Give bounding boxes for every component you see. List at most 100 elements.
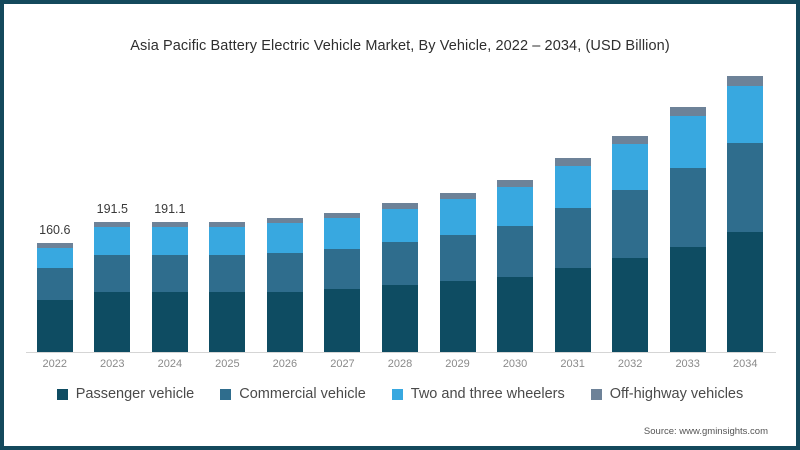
stacked-bar[interactable]	[727, 76, 764, 352]
x-tick-2031: 2031	[560, 358, 585, 370]
source-note: Source: www.gminsights.com	[643, 426, 768, 437]
bar-segment-two-and-three-wheelers[interactable]	[36, 248, 73, 269]
stacked-bar[interactable]	[612, 135, 649, 352]
bar-segment-two-and-three-wheelers[interactable]	[439, 199, 476, 236]
x-tick-2025: 2025	[215, 358, 240, 370]
bar-segment-two-and-three-wheelers[interactable]	[554, 165, 591, 208]
bar-segment-off-highway-vehicles[interactable]	[554, 158, 591, 166]
bar-segment-commercial-vehicle[interactable]	[266, 252, 303, 292]
bar-segment-passenger-vehicle[interactable]	[94, 292, 131, 352]
stacked-bar[interactable]	[151, 222, 188, 352]
legend-item-passenger-vehicle[interactable]: Passenger vehicle	[56, 386, 194, 402]
bar-segment-two-and-three-wheelers[interactable]	[382, 208, 418, 242]
legend-item-off-highway-vehicles[interactable]: Off-highway vehicles	[590, 386, 744, 402]
bar-segment-two-and-three-wheelers[interactable]	[266, 222, 303, 253]
bar-group[interactable]: 191.1	[151, 66, 188, 352]
bar-segment-commercial-vehicle[interactable]	[554, 207, 591, 268]
bar-group[interactable]: 160.6	[36, 66, 73, 352]
bar-group[interactable]	[669, 66, 706, 352]
legend-item-commercial-vehicle[interactable]: Commercial vehicle	[220, 386, 366, 402]
x-tick-2022: 2022	[42, 358, 67, 370]
bar-segment-passenger-vehicle[interactable]	[612, 258, 649, 352]
bar-segment-passenger-vehicle[interactable]	[439, 281, 476, 352]
bar-segment-off-highway-vehicles[interactable]	[439, 192, 476, 200]
legend-item-two-and-three-wheelers[interactable]: Two and three wheelers	[391, 386, 565, 402]
bar-segment-two-and-three-wheelers[interactable]	[727, 85, 764, 143]
legend-swatch-icon	[590, 388, 602, 400]
x-tick-2029: 2029	[445, 358, 470, 370]
legend-swatch-icon	[56, 388, 68, 400]
bar-segment-commercial-vehicle[interactable]	[151, 255, 188, 292]
x-tick-2032: 2032	[617, 358, 643, 370]
stacked-bar[interactable]	[554, 158, 591, 352]
legend-swatch-icon	[391, 388, 403, 400]
bar-segment-commercial-vehicle[interactable]	[36, 268, 73, 301]
bar-segment-passenger-vehicle[interactable]	[497, 277, 534, 352]
bar-segment-two-and-three-wheelers[interactable]	[612, 144, 649, 191]
stacked-bar[interactable]	[94, 221, 131, 352]
bar-segment-two-and-three-wheelers[interactable]	[209, 226, 246, 256]
bar-group[interactable]	[554, 66, 591, 352]
bar-segment-passenger-vehicle[interactable]	[554, 267, 591, 352]
x-axis-tick-labels: 2022 2023 2024 2025 2026 2027 2028 2029 2030 2031…	[26, 358, 776, 378]
bar-group[interactable]	[497, 66, 534, 352]
bar-segment-off-highway-vehicles[interactable]	[266, 217, 303, 223]
bar-segment-two-and-three-wheelers[interactable]	[497, 186, 534, 226]
stacked-bar[interactable]	[439, 192, 476, 352]
bar-group[interactable]	[382, 66, 418, 352]
bar-segment-off-highway-vehicles[interactable]	[382, 202, 418, 209]
bar-segment-passenger-vehicle[interactable]	[209, 291, 246, 352]
bar-segment-off-highway-vehicles[interactable]	[94, 221, 131, 227]
bar-segment-commercial-vehicle[interactable]	[209, 255, 246, 292]
bar-group[interactable]	[266, 66, 303, 352]
stacked-bar[interactable]	[669, 107, 706, 352]
bar-segment-commercial-vehicle[interactable]	[382, 241, 418, 286]
bar-segment-commercial-vehicle[interactable]	[669, 167, 706, 247]
x-tick-2033: 2033	[675, 358, 700, 370]
bar-segment-passenger-vehicle[interactable]	[324, 289, 361, 352]
bar-group[interactable]	[612, 66, 649, 352]
bar-segment-off-highway-vehicles[interactable]	[209, 221, 246, 227]
bar-segment-commercial-vehicle[interactable]	[497, 225, 534, 278]
bar-segment-off-highway-vehicles[interactable]	[612, 135, 649, 144]
bar-segment-two-and-three-wheelers[interactable]	[94, 226, 131, 256]
bar-segment-off-highway-vehicles[interactable]	[36, 242, 73, 249]
bar-segment-passenger-vehicle[interactable]	[669, 246, 706, 352]
bar-segment-commercial-vehicle[interactable]	[324, 249, 361, 290]
bar-segment-two-and-three-wheelers[interactable]	[151, 226, 188, 256]
stacked-bar[interactable]	[497, 180, 534, 352]
bar-segment-passenger-vehicle[interactable]	[151, 291, 188, 352]
bar-segment-two-and-three-wheelers[interactable]	[669, 116, 706, 168]
bar-segment-commercial-vehicle[interactable]	[727, 142, 764, 233]
stacked-bar[interactable]	[36, 242, 73, 352]
bar-group[interactable]	[727, 66, 764, 352]
bar-group[interactable]	[439, 66, 476, 352]
legend-label: Two and three wheelers	[410, 386, 565, 402]
stacked-bar[interactable]	[324, 212, 361, 352]
stacked-bar[interactable]	[209, 221, 246, 352]
bar-segment-off-highway-vehicles[interactable]	[324, 212, 361, 219]
bar-segment-off-highway-vehicles[interactable]	[151, 222, 188, 227]
bar-segment-commercial-vehicle[interactable]	[612, 190, 649, 259]
bar-segment-passenger-vehicle[interactable]	[382, 285, 418, 352]
legend-label: Off-highway vehicles	[609, 386, 744, 402]
bar-segment-commercial-vehicle[interactable]	[94, 255, 131, 293]
chart-canvas: Asia Pacific Battery Electric Vehicle Ma…	[4, 4, 796, 446]
stacked-bar[interactable]	[382, 202, 418, 352]
x-tick-2034: 2034	[732, 358, 758, 370]
legend-label: Commercial vehicle	[239, 386, 366, 402]
bar-segment-passenger-vehicle[interactable]	[727, 232, 764, 352]
x-tick-2023: 2023	[100, 358, 125, 370]
bar-segment-two-and-three-wheelers[interactable]	[324, 218, 361, 250]
bar-segment-passenger-vehicle[interactable]	[266, 291, 303, 352]
bar-segment-commercial-vehicle[interactable]	[439, 235, 476, 282]
bar-segment-off-highway-vehicles[interactable]	[669, 107, 706, 117]
bar-segment-passenger-vehicle[interactable]	[36, 300, 73, 352]
x-axis-line	[26, 352, 776, 353]
bar-group[interactable]: 191.5	[94, 66, 131, 352]
bar-segment-off-highway-vehicles[interactable]	[727, 76, 764, 86]
bar-group[interactable]	[209, 66, 246, 352]
stacked-bar[interactable]	[266, 217, 303, 352]
bar-group[interactable]	[324, 66, 361, 352]
bar-segment-off-highway-vehicles[interactable]	[497, 180, 534, 187]
